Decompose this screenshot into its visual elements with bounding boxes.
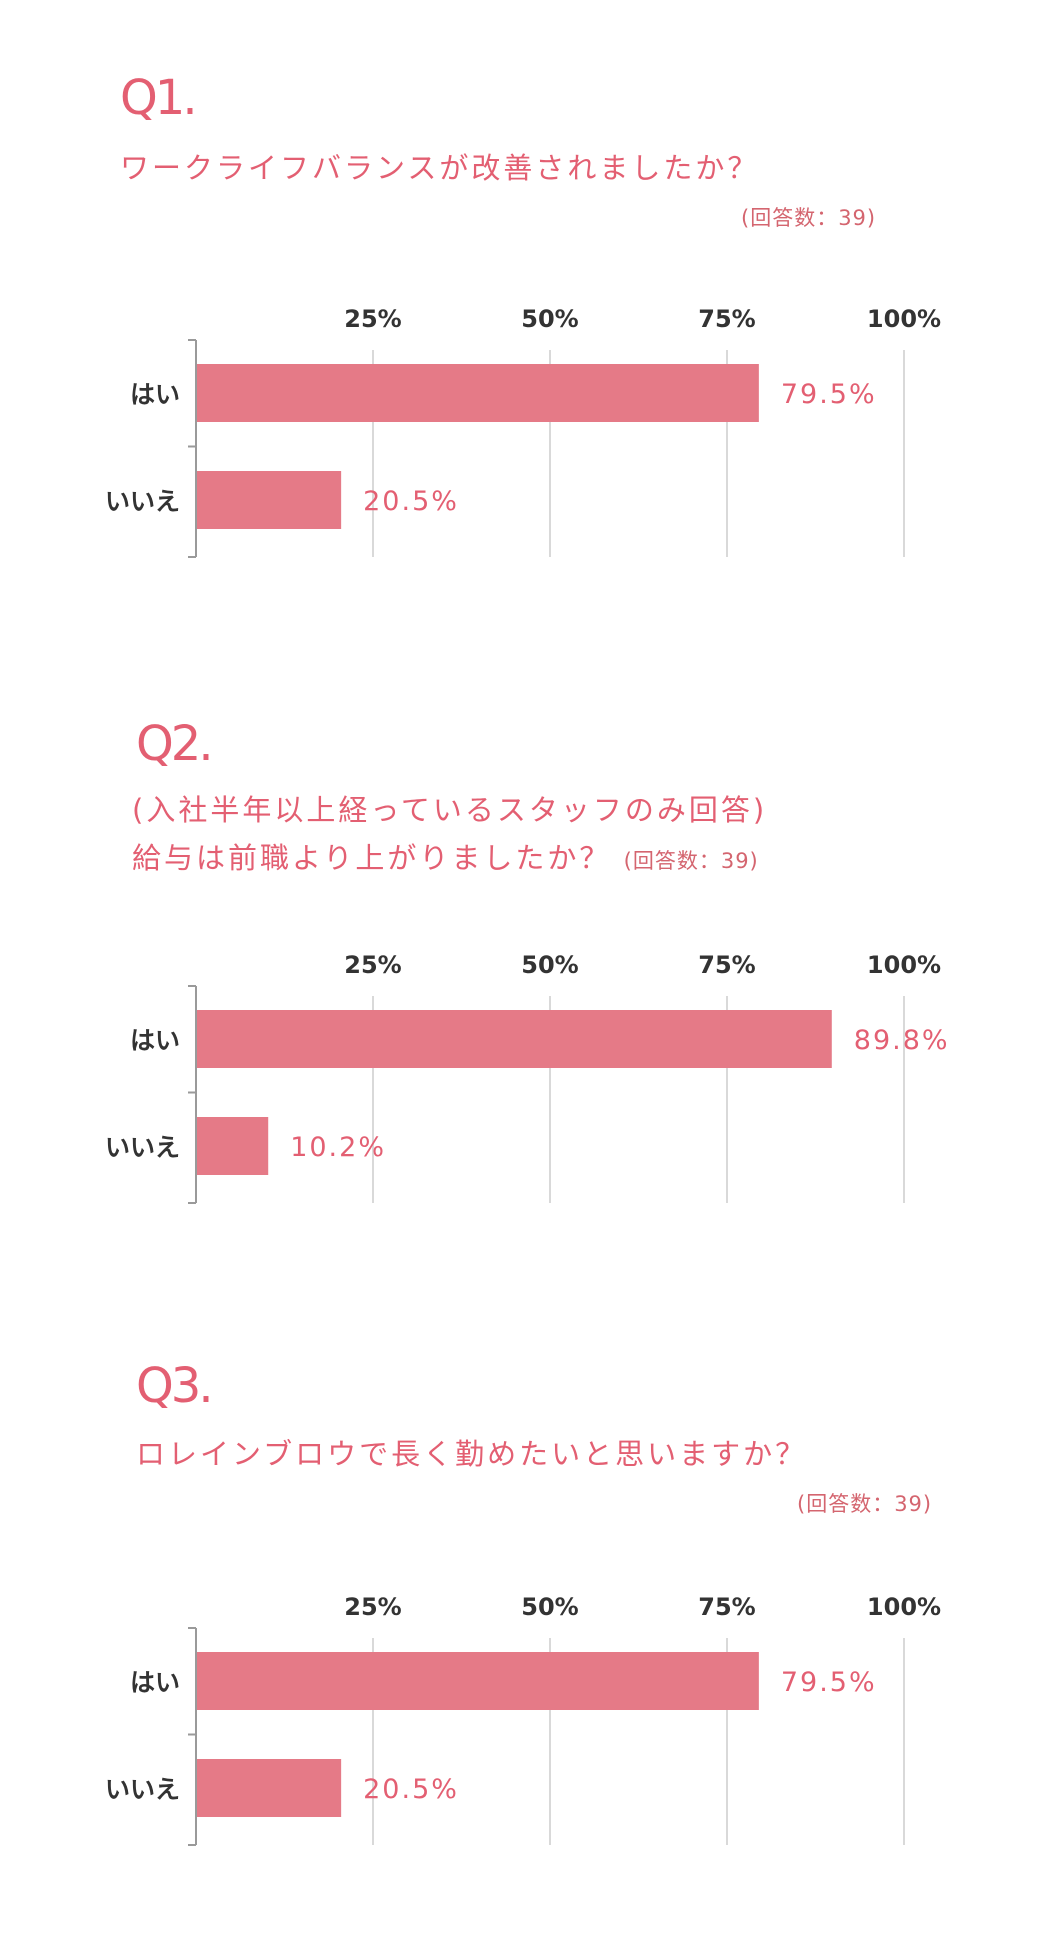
tick-label: 50% [521, 951, 578, 979]
question-text-main: 給与は前職より上がりましたか？ [132, 841, 612, 875]
bar [196, 1010, 832, 1068]
data-label: 20.5% [363, 1774, 459, 1805]
survey-section-q3: 25% 50% 75% 100% 79.5% はい 20.5% いいえ Q3. ロレインブロウ… [0, 1358, 1059, 1918]
response-count: (回答数：39) [623, 849, 759, 873]
bar-chart-q1: 25% 50% 75% 100% 79.5% はい 20.5% いいえ [105, 305, 941, 558]
data-label: 20.5% [363, 486, 459, 517]
bar-chart-q2: 25% 50% 75% 100% 89.8% はい 10.2% いいえ [105, 951, 950, 1204]
response-count: (回答数：39) [741, 206, 877, 230]
tick-label: 100% [867, 1593, 941, 1621]
data-label: 79.5% [781, 1667, 877, 1698]
bar [196, 1117, 269, 1175]
bar [196, 364, 759, 422]
bar [196, 1759, 342, 1817]
bar [196, 1652, 759, 1710]
tick-label: 75% [698, 1593, 755, 1621]
category-label: はい [130, 1668, 180, 1697]
tick-label: 100% [867, 305, 941, 333]
category-label: いいえ [105, 1775, 180, 1804]
category-label: はい [130, 380, 180, 409]
question-number: Q1. [120, 70, 198, 126]
response-count: (回答数：39) [797, 1492, 933, 1516]
tick-label: 25% [344, 305, 401, 333]
data-label: 79.5% [781, 379, 877, 410]
tick-label: 50% [521, 305, 578, 333]
question-text: ワークライフバランスが改善されましたか？ [120, 151, 760, 185]
tick-label: 75% [698, 951, 755, 979]
tick-label: 75% [698, 305, 755, 333]
question-text: 給与は前職より上がりましたか？ (回答数：39) [132, 840, 759, 879]
question-number: Q2. [136, 716, 214, 772]
tick-label: 100% [867, 951, 941, 979]
question-number: Q3. [136, 1358, 214, 1414]
category-label: いいえ [105, 487, 180, 516]
category-label: いいえ [105, 1133, 180, 1162]
question-text: ロレインブロウで長く勤めたいと思いますか？ [136, 1437, 808, 1471]
tick-label: 50% [521, 1593, 578, 1621]
survey-section-q1: 25% 50% 75% 100% 79.5% はい 20.5% いいえ Q1. ワークライフバ… [0, 70, 1059, 630]
data-label: 89.8% [854, 1025, 950, 1056]
survey-section-q2: 25% 50% 75% 100% 89.8% はい 10.2% いいえ Q2. (入社半年以上… [0, 716, 1059, 1276]
data-label: 10.2% [290, 1132, 386, 1163]
tick-label: 25% [344, 951, 401, 979]
question-subtext: (入社半年以上経っているスタッフのみ回答) [132, 793, 768, 827]
bar [196, 471, 342, 529]
category-label: はい [130, 1026, 180, 1055]
bar-chart-q3: 25% 50% 75% 100% 79.5% はい 20.5% いいえ [105, 1593, 941, 1846]
tick-label: 25% [344, 1593, 401, 1621]
